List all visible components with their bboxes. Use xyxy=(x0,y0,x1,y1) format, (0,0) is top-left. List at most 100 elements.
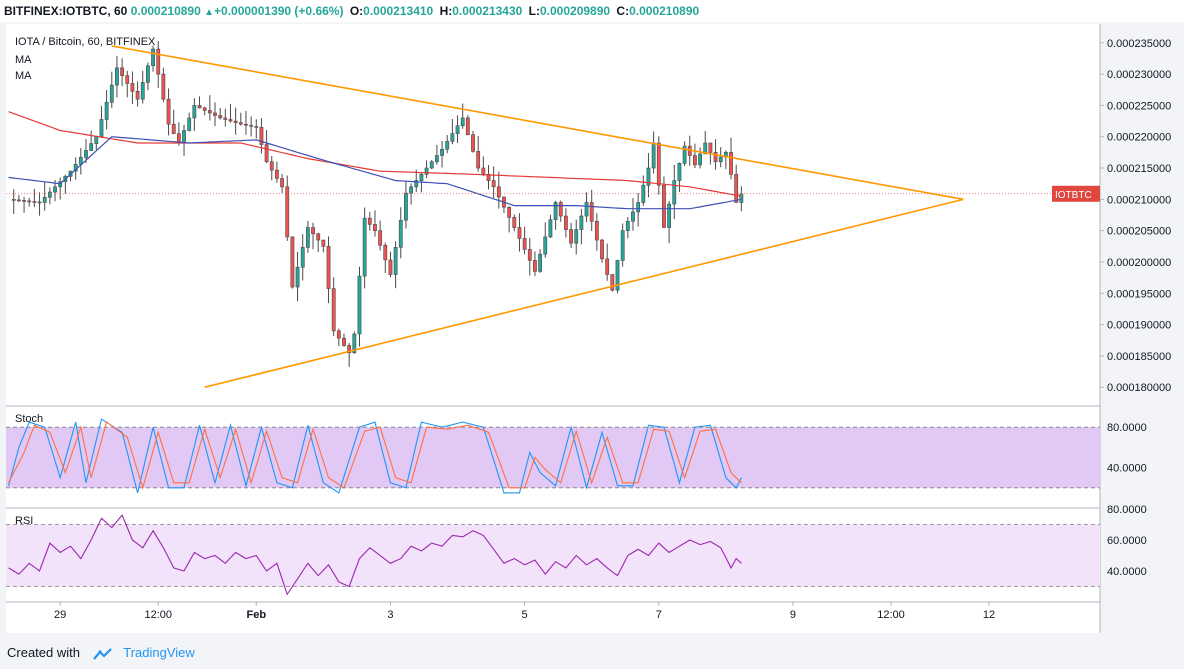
candle xyxy=(285,186,290,238)
close-label: C: xyxy=(616,4,630,18)
rsi-pane-line xyxy=(8,514,742,596)
candle xyxy=(729,152,733,175)
candle xyxy=(347,345,352,354)
candle xyxy=(22,200,26,202)
candle xyxy=(693,155,697,166)
candle xyxy=(109,84,114,103)
stoch-pane[interactable]: 80.0000 40.0000 Stoch xyxy=(6,413,1147,509)
candle xyxy=(734,173,739,203)
candle xyxy=(326,246,331,289)
candle xyxy=(409,186,413,194)
time-tick-label: 29 xyxy=(54,609,66,621)
rsi-pane[interactable]: 80.0000 60.0000 40.0000 RSI xyxy=(6,504,1147,603)
candle xyxy=(465,117,470,135)
stoch-pane-tick-label: 40.0000 xyxy=(1107,463,1147,475)
candle xyxy=(594,220,599,241)
candle xyxy=(336,330,341,339)
time-tick-label: 7 xyxy=(656,609,662,621)
candle xyxy=(646,167,651,186)
candle xyxy=(135,91,140,100)
candle xyxy=(512,217,517,228)
rsi-pane-title: RSI xyxy=(15,515,33,527)
price-tick-label: 0.000235000 xyxy=(1107,38,1171,50)
candle xyxy=(564,215,568,230)
rsi-pane-band xyxy=(6,524,1100,587)
low-value: 0.000209890 xyxy=(540,4,611,18)
candle xyxy=(146,65,150,83)
price-change: +0.000001390 (+0.66%) xyxy=(214,4,344,18)
candle xyxy=(450,133,455,142)
high-value: 0.000213430 xyxy=(452,4,523,18)
footer: Created with TradingView xyxy=(0,636,1184,669)
candle xyxy=(156,48,161,75)
candle xyxy=(342,337,346,346)
candle xyxy=(202,107,207,111)
candle xyxy=(429,161,434,169)
candle xyxy=(424,167,429,175)
high-label: H: xyxy=(439,4,453,18)
trendline-upper[interactable] xyxy=(111,45,964,201)
candle xyxy=(290,236,295,288)
candle xyxy=(130,83,135,92)
candle xyxy=(11,199,16,201)
candle xyxy=(362,217,367,277)
candle xyxy=(300,247,305,268)
price-tick-label: 0.000210000 xyxy=(1107,194,1171,206)
indicator-label-ma: MA xyxy=(15,54,32,66)
candle xyxy=(125,75,130,84)
symbol-price-tag xyxy=(1052,185,1100,202)
candle xyxy=(228,119,233,122)
candle xyxy=(53,186,57,193)
candle xyxy=(182,130,186,144)
time-tick-label: 3 xyxy=(387,609,393,621)
candle xyxy=(192,105,197,119)
candle xyxy=(393,247,398,275)
price-tick-label: 0.000220000 xyxy=(1107,132,1171,144)
candle xyxy=(698,153,702,166)
candle xyxy=(99,119,104,138)
candle xyxy=(672,180,677,205)
stoch-pane-line xyxy=(8,421,742,490)
symbol-header: BITFINEX:IOTBTC, 60 0.000210890 ▲+0.0000… xyxy=(0,0,1184,22)
candle xyxy=(295,266,300,288)
rsi-pane-tick-label: 60.0000 xyxy=(1107,535,1147,547)
candle xyxy=(600,239,604,260)
candle xyxy=(651,142,656,169)
stoch-pane-tick-label: 80.0000 xyxy=(1107,422,1147,434)
candle xyxy=(455,125,460,134)
candle xyxy=(434,155,439,163)
candle xyxy=(584,202,589,217)
candle xyxy=(543,236,548,255)
candle xyxy=(249,124,254,127)
candle xyxy=(197,105,202,109)
candle xyxy=(631,211,635,222)
time-tick-label: 9 xyxy=(790,609,796,621)
open-label: O: xyxy=(349,4,364,18)
time-axis[interactable]: 29 12:00 Feb 3 5 7 9 12:00 12 xyxy=(54,602,995,621)
candle xyxy=(553,202,558,220)
trendline-lower[interactable] xyxy=(204,198,964,388)
candle xyxy=(471,134,475,152)
up-arrow-icon: ▲ xyxy=(204,7,215,18)
price-pane[interactable]: 0.000235000 0.000230000 0.000225000 0.00022… xyxy=(6,24,1171,633)
candle xyxy=(321,239,326,247)
candle xyxy=(207,110,212,114)
candle xyxy=(223,117,228,120)
candle xyxy=(233,120,238,123)
chart-area[interactable]: 0.000235000 0.000230000 0.000225000 0.00022… xyxy=(0,22,1184,636)
candle xyxy=(187,117,192,131)
candle xyxy=(373,224,377,231)
candle xyxy=(718,156,723,163)
candle xyxy=(414,180,419,188)
candle xyxy=(574,229,579,244)
candle xyxy=(84,150,88,158)
candle xyxy=(548,219,553,238)
tradingview-link[interactable]: TradingView xyxy=(123,645,195,660)
candle xyxy=(378,230,383,246)
candle xyxy=(238,122,243,125)
time-tick-label: 12:00 xyxy=(144,609,172,621)
candle xyxy=(331,288,336,332)
candle xyxy=(398,219,403,248)
candle xyxy=(522,238,527,250)
candle xyxy=(579,215,584,230)
